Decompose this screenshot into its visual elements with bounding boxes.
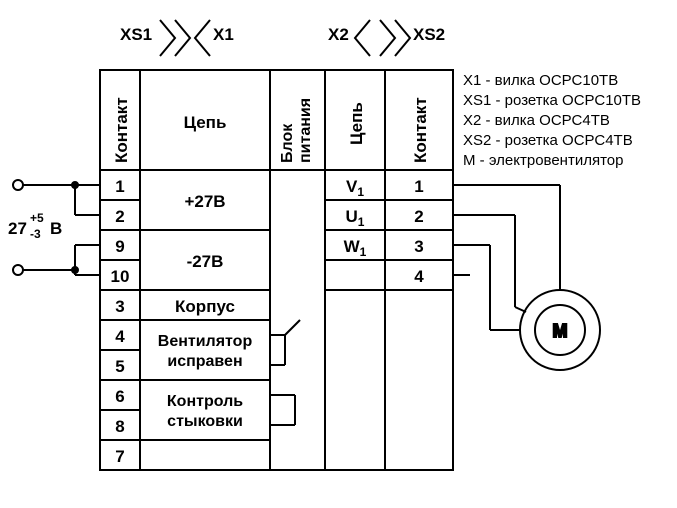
rpin-2: 2 [414, 207, 423, 226]
pin-9: 9 [115, 237, 124, 256]
circuit-korpus: Корпус [175, 297, 235, 316]
pin-7: 7 [115, 447, 124, 466]
circuit-fan-ok-1: Вентилятор [158, 333, 253, 350]
motor-label: M [553, 321, 568, 341]
legend-4: M - электровентилятор [463, 152, 623, 169]
header-kontakt-right: Контакт [411, 97, 430, 163]
svg-text:27: 27 [8, 219, 27, 238]
pin-6: 6 [115, 387, 124, 406]
label-x1: X1 [213, 25, 234, 44]
table-outline [100, 70, 453, 470]
rpin-4: 4 [414, 267, 424, 286]
pin-1: 1 [115, 177, 124, 196]
legend-0: X1 - вилка ОСРС10ТВ [463, 72, 618, 89]
header-kontakt-left: Контакт [112, 97, 131, 163]
svg-text:+5: +5 [30, 211, 44, 225]
legend-1: XS1 - розетка ОСРС10ТВ [463, 92, 641, 109]
right-body: 1 2 3 4 V1 U1 W1 [325, 177, 453, 290]
rcirc-w1: W1 [344, 237, 367, 259]
circuit-kontrol-1: Контроль [167, 393, 243, 410]
pin-5: 5 [115, 357, 124, 376]
block-items [270, 320, 300, 425]
header-block-line2: питания [297, 98, 314, 163]
pin-4: 4 [115, 327, 125, 346]
circuit-fan-ok-2: исправен [167, 353, 242, 370]
header-block-line1: Блок [279, 123, 296, 163]
pin-2: 2 [115, 207, 124, 226]
legend-3: XS2 - розетка ОСРС4ТВ [463, 132, 633, 149]
circuit-kontrol-2: стыковки [167, 413, 243, 430]
label-xs1: XS1 [120, 25, 152, 44]
header-circuit-right: Цепь [347, 102, 366, 145]
svg-text:-3: -3 [30, 227, 41, 241]
voltage-label: 27 +5 -3 В [8, 211, 62, 241]
label-x2: X2 [328, 25, 349, 44]
label-xs2: XS2 [413, 25, 445, 44]
rcirc-v1: V1 [346, 177, 364, 199]
circuit-minus27: -27В [187, 252, 224, 271]
pin-3: 3 [115, 297, 124, 316]
rpin-3: 3 [414, 237, 423, 256]
rpin-1: 1 [414, 177, 423, 196]
motor: M [520, 290, 600, 370]
rcirc-u1: U1 [346, 207, 365, 229]
legend-2: X2 - вилка ОСРС4ТВ [463, 112, 610, 129]
wiring-diagram: XS1 X1 X2 XS2 Контакт Цепь Блок питания … [0, 0, 677, 508]
connector-x2-xs2: X2 XS2 [328, 20, 445, 56]
connector-xs1-x1: XS1 X1 [120, 20, 234, 56]
pin-8: 8 [115, 417, 124, 436]
circuit-plus27: +27В [184, 192, 225, 211]
legend: X1 - вилка ОСРС10ТВ XS1 - розетка ОСРС10… [463, 72, 641, 169]
pin-10: 10 [111, 267, 130, 286]
svg-text:В: В [50, 219, 62, 238]
left-body: 1 2 9 10 3 4 5 6 8 7 +27В -27В Корпус Ве… [100, 177, 270, 466]
header-circuit-left: Цепь [184, 113, 227, 132]
